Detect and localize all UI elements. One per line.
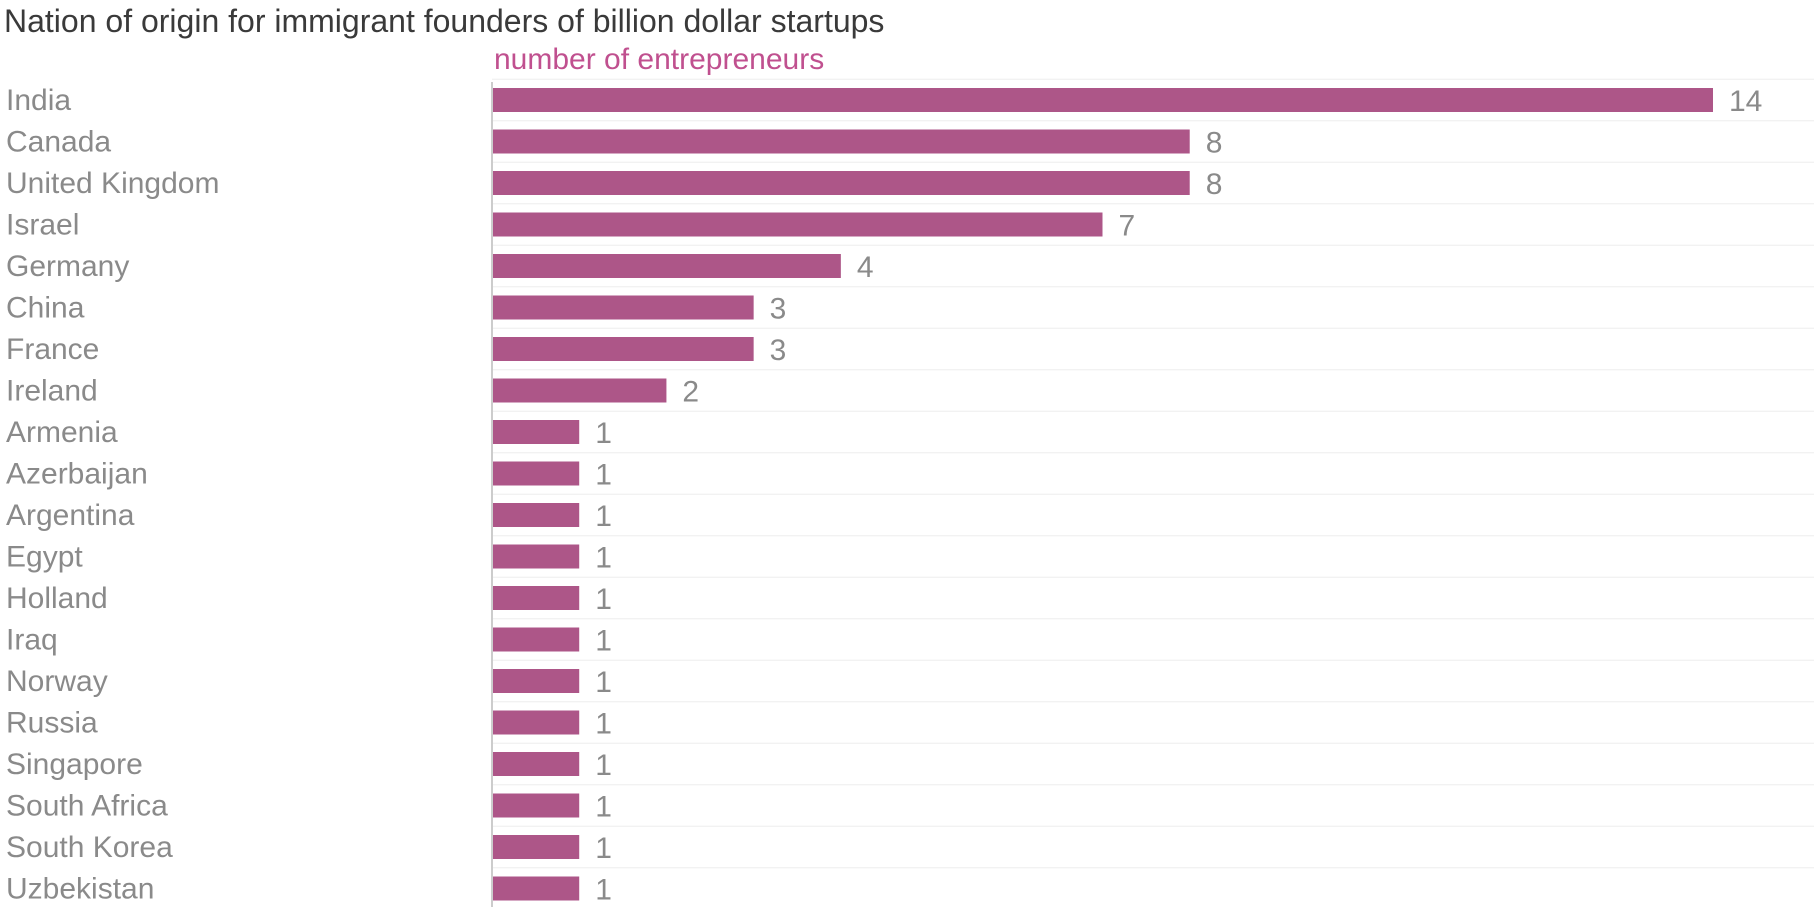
value-label: 1 bbox=[595, 583, 612, 616]
value-label: 7 bbox=[1119, 210, 1136, 243]
bar bbox=[492, 544, 580, 569]
bar bbox=[492, 378, 667, 403]
value-label: 1 bbox=[595, 832, 612, 865]
chart-subtitle: number of entrepreneurs bbox=[494, 43, 824, 76]
value-label: 1 bbox=[595, 542, 612, 575]
bar bbox=[492, 876, 580, 901]
bar bbox=[492, 627, 580, 652]
bar bbox=[492, 337, 754, 361]
category-label: India bbox=[6, 84, 71, 117]
bar bbox=[492, 461, 580, 486]
bar bbox=[492, 420, 580, 444]
category-label: Russia bbox=[6, 707, 98, 740]
category-label: Armenia bbox=[6, 416, 118, 449]
category-label: Germany bbox=[6, 250, 129, 283]
category-label: Israel bbox=[6, 209, 79, 242]
category-label: Holland bbox=[6, 582, 108, 615]
value-label: 8 bbox=[1206, 127, 1223, 160]
bar bbox=[492, 503, 580, 527]
category-label: Egypt bbox=[6, 541, 83, 574]
value-label: 3 bbox=[770, 334, 787, 367]
bar bbox=[492, 710, 580, 735]
category-label: Azerbaijan bbox=[6, 458, 148, 491]
value-label: 1 bbox=[595, 459, 612, 492]
value-label: 1 bbox=[595, 500, 612, 533]
bar bbox=[492, 752, 580, 776]
value-label: 1 bbox=[595, 417, 612, 450]
value-labels: 14 8 8 7 4 3 3 2 1 1 1 1 1 1 1 1 1 1 1 1 bbox=[595, 85, 1762, 907]
category-label: Singapore bbox=[6, 748, 143, 781]
value-label: 1 bbox=[595, 749, 612, 782]
value-label: 1 bbox=[595, 874, 612, 907]
bar bbox=[492, 835, 580, 859]
grid-lines bbox=[492, 78, 1814, 869]
value-label: 3 bbox=[770, 293, 787, 326]
category-label: Ireland bbox=[6, 375, 98, 408]
bar bbox=[492, 586, 580, 610]
bar bbox=[492, 129, 1190, 154]
value-label: 1 bbox=[595, 791, 612, 824]
category-label: Argentina bbox=[6, 499, 135, 532]
chart-title: Nation of origin for immigrant founders … bbox=[4, 3, 884, 39]
value-label: 1 bbox=[595, 708, 612, 741]
category-label: South Korea bbox=[6, 831, 173, 864]
category-label: Uzbekistan bbox=[6, 873, 154, 906]
bar bbox=[492, 295, 754, 320]
value-label: 14 bbox=[1729, 85, 1762, 118]
bar bbox=[492, 793, 580, 818]
category-label: Norway bbox=[6, 665, 108, 698]
bar bbox=[492, 88, 1713, 112]
bars-group bbox=[492, 88, 1713, 901]
category-label: France bbox=[6, 333, 99, 366]
value-label: 2 bbox=[682, 376, 699, 409]
value-label: 4 bbox=[857, 251, 874, 284]
bar bbox=[492, 254, 841, 278]
category-label: South Africa bbox=[6, 790, 168, 823]
category-label: Iraq bbox=[6, 624, 58, 657]
bar bbox=[492, 212, 1103, 237]
category-label: Canada bbox=[6, 126, 111, 159]
value-label: 1 bbox=[595, 666, 612, 699]
category-labels: India Canada United Kingdom Israel Germany Ch… bbox=[6, 84, 219, 906]
bar bbox=[492, 669, 580, 693]
value-label: 1 bbox=[595, 625, 612, 658]
value-label: 8 bbox=[1206, 168, 1223, 201]
bar bbox=[492, 171, 1190, 195]
category-label: United Kingdom bbox=[6, 167, 219, 200]
category-label: China bbox=[6, 292, 85, 325]
